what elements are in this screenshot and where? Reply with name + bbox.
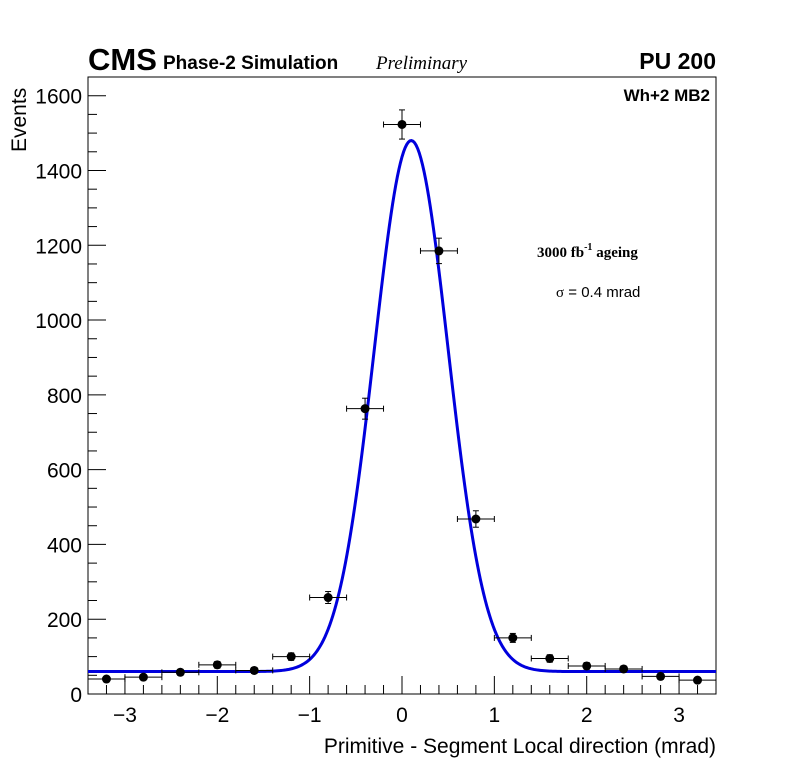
point-marker: [582, 661, 592, 671]
point-marker: [693, 675, 703, 685]
data-point: [530, 653, 569, 663]
y-tick-label: 1200: [35, 235, 82, 258]
ageing-exponent: -1: [584, 242, 592, 253]
data-point: [493, 632, 532, 643]
y-tick-label: 400: [47, 534, 82, 557]
y-tick-label: 1000: [35, 310, 82, 333]
point-marker: [619, 664, 629, 674]
y-tick-label: 1600: [35, 86, 82, 109]
fit-curve: [88, 139, 716, 674]
data-points: [87, 109, 717, 685]
plot-frame: [87, 76, 717, 695]
data-point: [124, 672, 163, 682]
ageing-prefix: 3000 fb: [537, 245, 584, 261]
point-marker: [434, 246, 444, 256]
data-point: [87, 674, 126, 684]
y-tick-label: 1400: [35, 160, 82, 183]
point-marker: [545, 653, 555, 663]
data-point: [235, 665, 274, 675]
x-tick-label: 2: [581, 704, 593, 727]
station-label: Wh+2 MB2: [624, 86, 710, 105]
x-axis-title: Primitive - Segment Local direction (mra…: [324, 735, 716, 758]
data-point: [309, 591, 348, 605]
axes: −3 −2 −1 0 1 2 3 0 200 400 600 800 1000 1200 1400 1600: [35, 76, 717, 727]
data-point: [346, 397, 385, 420]
data-point: [198, 660, 237, 670]
x-tick-label: −3: [113, 704, 137, 727]
x-tick-label: 0: [396, 704, 408, 727]
x-tick-label: 3: [673, 704, 685, 727]
subtitle-label: Phase-2 Simulation: [163, 53, 338, 74]
x-tick-label: −1: [298, 704, 322, 727]
point-marker: [101, 674, 111, 684]
point-marker: [397, 119, 407, 129]
point-marker: [471, 514, 481, 524]
data-point: [383, 109, 421, 140]
data-point: [161, 667, 200, 677]
sigma-value: = 0.4 mrad: [564, 284, 640, 301]
sigma-label: σ = 0.4 mrad: [556, 284, 640, 301]
data-point: [567, 661, 606, 671]
sigma-symbol: σ: [556, 285, 564, 301]
data-point: [604, 664, 643, 674]
point-marker: [138, 672, 148, 682]
x-tick-label: −2: [205, 704, 229, 727]
point-marker: [249, 665, 259, 675]
data-point: [419, 237, 458, 265]
point-marker: [360, 404, 370, 414]
y-tick-label: 0: [70, 684, 82, 707]
point-marker: [323, 593, 333, 603]
point-marker: [656, 671, 666, 681]
y-tick-label: 800: [47, 385, 82, 408]
fit-layer: [88, 139, 716, 674]
data-point: [272, 652, 311, 662]
data-point: [456, 510, 495, 528]
ageing-suffix: ageing: [592, 245, 638, 261]
y-tick-label: 200: [47, 609, 82, 632]
ageing-label: 3000 fb-1 ageing: [537, 242, 638, 261]
point-marker: [508, 633, 518, 643]
point-marker: [212, 660, 222, 670]
point-marker: [175, 667, 185, 677]
pileup-label: PU 200: [639, 48, 716, 74]
experiment-label: CMS: [88, 42, 157, 77]
data-point: [641, 671, 680, 681]
y-axis-title: Events: [8, 88, 31, 152]
y-tick-label: 600: [47, 460, 82, 483]
x-tick-label: 1: [489, 704, 501, 727]
status-label: Preliminary: [375, 53, 468, 74]
point-marker: [286, 652, 296, 662]
data-point: [678, 675, 717, 685]
